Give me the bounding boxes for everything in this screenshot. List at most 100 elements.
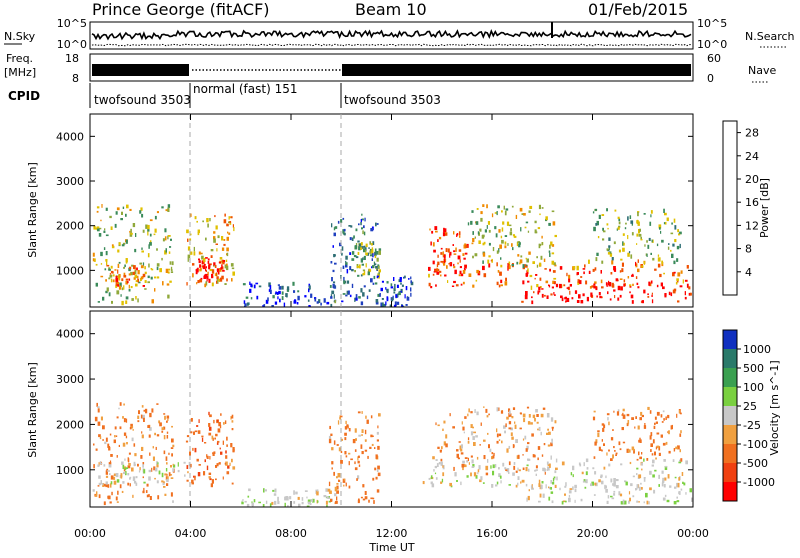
data-point [358,223,360,226]
data-point [453,280,456,284]
data-point [197,472,201,477]
data-point [456,233,459,236]
data-point [614,450,616,452]
data-point [108,495,111,500]
data-point [579,280,582,285]
data-point [167,294,170,299]
data-point [506,416,509,420]
data-point [472,436,475,440]
data-point [170,477,174,479]
data-point [548,496,551,501]
data-point [491,452,494,455]
data-point [167,235,169,240]
data-point [124,264,126,268]
data-point [376,439,379,442]
data-point [103,501,106,506]
data-point [159,422,162,427]
data-point [513,462,516,465]
data-point [169,261,172,265]
data-point [605,282,608,286]
data-point [358,498,360,503]
data-point [553,262,556,266]
data-point [605,488,608,493]
data-point [654,451,656,456]
data-point [129,427,132,430]
data-point [95,263,98,266]
nsearch-line [91,43,692,47]
data-point [207,271,209,276]
data-point [285,496,288,501]
data-point [475,475,478,479]
data-point [527,442,530,445]
data-point [501,227,504,232]
data-point [464,416,467,419]
data-point [363,225,365,229]
data-point [664,465,668,468]
data-point [445,434,448,439]
data-point [464,264,467,269]
data-point [601,423,605,426]
data-point [496,433,499,438]
data-point [361,429,364,433]
data-point [442,465,445,470]
data-point [593,410,596,413]
data-point [143,409,147,412]
data-point [547,444,551,447]
data-point [155,446,157,450]
xtick-label: 04:00 [175,527,207,540]
data-point [461,421,463,425]
data-point [680,430,682,434]
data-point [511,243,513,247]
data-point [166,478,169,483]
data-point [500,235,503,239]
data-point [443,259,446,263]
data-point [636,458,639,461]
data-point [274,488,277,493]
data-point [221,275,224,280]
data-point [649,221,652,226]
data-point [496,262,498,267]
data-point [682,279,684,284]
data-point [641,462,643,466]
data-point [502,221,505,225]
data-point [521,300,524,303]
data-point [223,422,225,425]
data-point [344,426,348,430]
data-point [361,434,363,436]
data-point [208,426,212,431]
data-point [443,261,446,266]
data-point [223,260,226,263]
data-point [328,500,331,503]
data-point [386,281,389,284]
data-point [358,243,361,247]
data-point [478,465,481,470]
power-colorbar-tick-label: 16 [745,196,759,209]
data-point [147,425,150,428]
data-point [548,250,551,253]
data-point [661,470,664,474]
data-point [677,272,681,277]
data-point [590,483,593,487]
data-point [161,480,164,483]
data-point [650,214,652,218]
data-point [168,235,171,237]
data-point [453,266,456,269]
data-point [390,283,393,287]
data-point [208,432,212,436]
data-point [504,210,507,216]
data-point [442,428,444,431]
data-point [106,287,109,292]
data-point [635,488,637,491]
data-point [459,235,461,238]
data-point [496,440,499,444]
data-point [350,225,353,228]
data-point [460,448,463,452]
data-point [158,470,161,475]
data-point [197,229,200,234]
data-point [127,473,130,476]
data-point [318,299,321,303]
data-point [554,484,557,488]
data-point [429,228,431,231]
data-point [380,302,383,307]
data-point [654,416,657,420]
